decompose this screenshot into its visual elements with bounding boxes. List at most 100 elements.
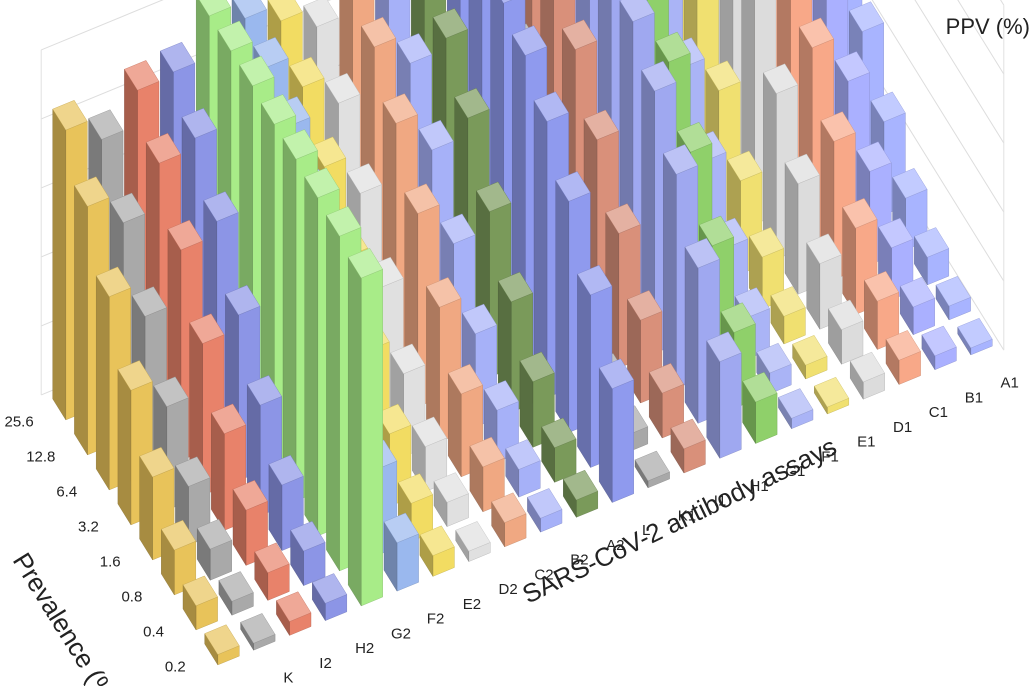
bar [218,571,254,616]
bar-top [217,20,253,52]
bar [634,450,670,489]
bar-top [778,388,814,419]
bar [182,575,218,631]
assay-tick-label: G2 [391,626,411,643]
bar-top [182,575,218,607]
bar-top [361,16,397,48]
bar-top [161,519,197,551]
bar-top [312,573,348,604]
bar [957,317,993,356]
bar-top [914,227,950,258]
assay-tick-label: F1 [821,448,839,465]
bar-top [383,512,419,544]
bar-top [131,286,167,317]
bar [469,436,505,513]
assay-tick-label: I2 [319,655,332,672]
bar-top [203,191,239,222]
bar-top [784,153,820,185]
bar [885,330,921,386]
bar-top [641,60,677,92]
bar [784,153,820,295]
bar-top [117,360,153,391]
assay-tick-label: H1 [750,478,769,495]
bar [670,418,706,474]
bar-top [447,363,483,395]
bar-top [225,284,261,316]
bar-top [748,227,784,258]
bar-top [462,303,498,335]
bar-top [605,203,641,234]
bar-top [455,521,491,552]
bar-top [282,129,318,160]
bar-top [52,100,88,131]
bar-top [218,571,254,602]
bar-top [921,325,957,357]
bar-side [52,108,67,421]
bar-top [267,0,303,22]
assay-tick-label: C2 [534,566,553,583]
bar [648,363,684,439]
bar-top [878,217,914,249]
bar-top [501,0,512,4]
bar-top [233,0,267,19]
bar-top [541,417,577,449]
bar-top [562,19,598,50]
bar-top [454,87,490,119]
bar-top [828,299,864,330]
bar-top [396,33,432,64]
bar-top [390,343,426,375]
bar [935,276,971,321]
bar-top [88,109,124,140]
bar [139,447,175,561]
bar-top [497,271,533,303]
bar-top [276,591,312,622]
chart-labels: M K I2 H2 G2 F2 E2 D2 C2 B2 A2 L K1 I1 H1 G1 F1 E1 D1 C1 B1 A… [4,375,1018,686]
prevalence-tick-label: 25.6 [4,413,33,430]
assay-tick-label: K1 [678,507,696,524]
bar-top [268,454,304,486]
bar-top [527,488,563,519]
bar-top [849,351,885,383]
bar [563,469,599,519]
assay-tick-label: F2 [427,611,445,628]
bar-front [361,269,383,607]
bar-top [326,206,362,237]
bar-top [684,237,720,269]
bar-top [261,94,297,125]
bar [312,573,348,622]
assay-tick-label: E2 [463,596,481,613]
bar [290,521,326,587]
bar-side [684,246,699,425]
prevalence-tick-label: 0.8 [121,588,142,605]
bar [276,591,312,637]
bar-top [433,472,469,503]
bar [433,472,469,528]
bar-top [254,542,290,574]
bar [455,521,491,563]
bar-top [175,456,211,487]
bar-top [211,403,247,435]
bar [814,376,850,415]
bar-top [432,8,468,39]
bar-top [648,363,684,394]
bar-top [74,176,110,207]
bar-top [491,492,527,523]
bar-top [742,371,778,403]
bar [505,439,541,498]
chart-bars [52,0,993,666]
bar-top [634,450,670,482]
bar-top [627,290,663,321]
bar-top [189,313,225,344]
bar [792,335,828,380]
bar-top [720,302,756,333]
bar-side [117,368,132,526]
bar-side [555,179,569,434]
bar-top [347,248,383,279]
assay-tick-label: D2 [499,581,518,598]
bar-top [505,439,541,470]
bar-top [677,122,713,153]
bar-top [763,63,799,94]
bar-top [820,111,856,142]
